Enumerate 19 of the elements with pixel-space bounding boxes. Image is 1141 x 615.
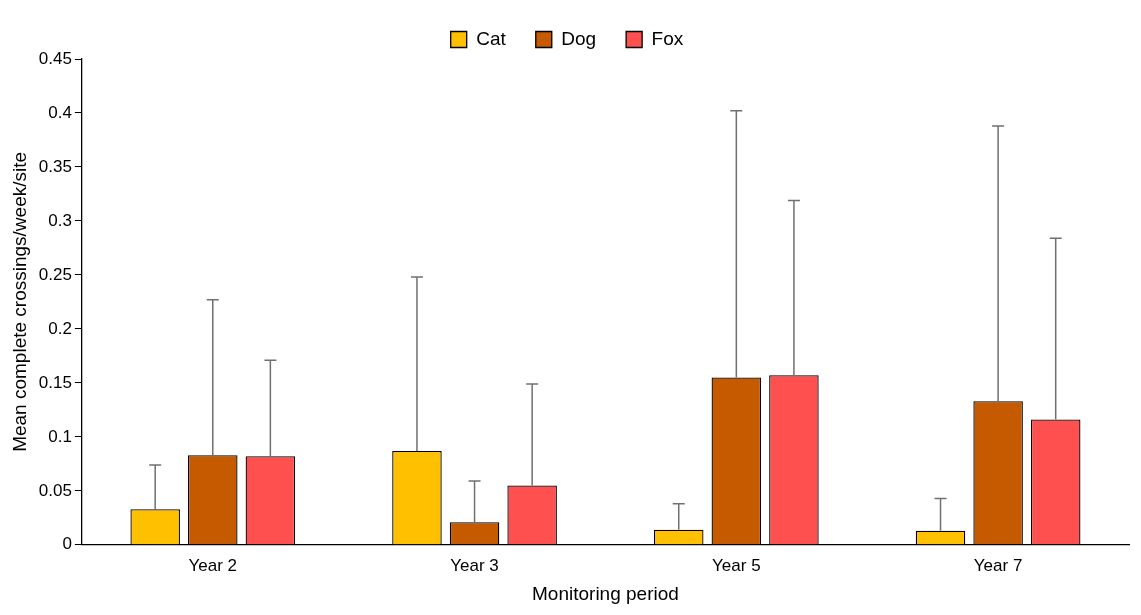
y-tick-label: 0.05 — [38, 480, 72, 500]
x-tick-label: Year 5 — [712, 555, 761, 575]
y-tick-label: 0.1 — [48, 426, 72, 446]
x-tick-label: Year 3 — [450, 555, 499, 575]
legend-label: Fox — [651, 27, 684, 49]
y-tick-label: 0.15 — [38, 372, 72, 392]
x-tick-label: Year 2 — [188, 555, 238, 575]
x-tick-label: Year 7 — [973, 555, 1023, 575]
y-axis-title: Mean complete crossings/week/site — [8, 151, 30, 452]
y-tick-label: 0.2 — [48, 318, 72, 338]
legend-label: Dog — [561, 27, 597, 49]
y-tick-label: 0.3 — [48, 210, 72, 230]
y-tick-label: 0.25 — [38, 264, 72, 284]
y-tick-label: 0.35 — [38, 156, 72, 176]
y-tick-label: 0 — [62, 534, 72, 554]
legend-label: Cat — [476, 27, 507, 49]
y-tick-label: 0.4 — [48, 102, 72, 122]
x-axis-title: Monitoring period — [532, 582, 679, 604]
y-tick-label: 0.45 — [38, 48, 72, 68]
